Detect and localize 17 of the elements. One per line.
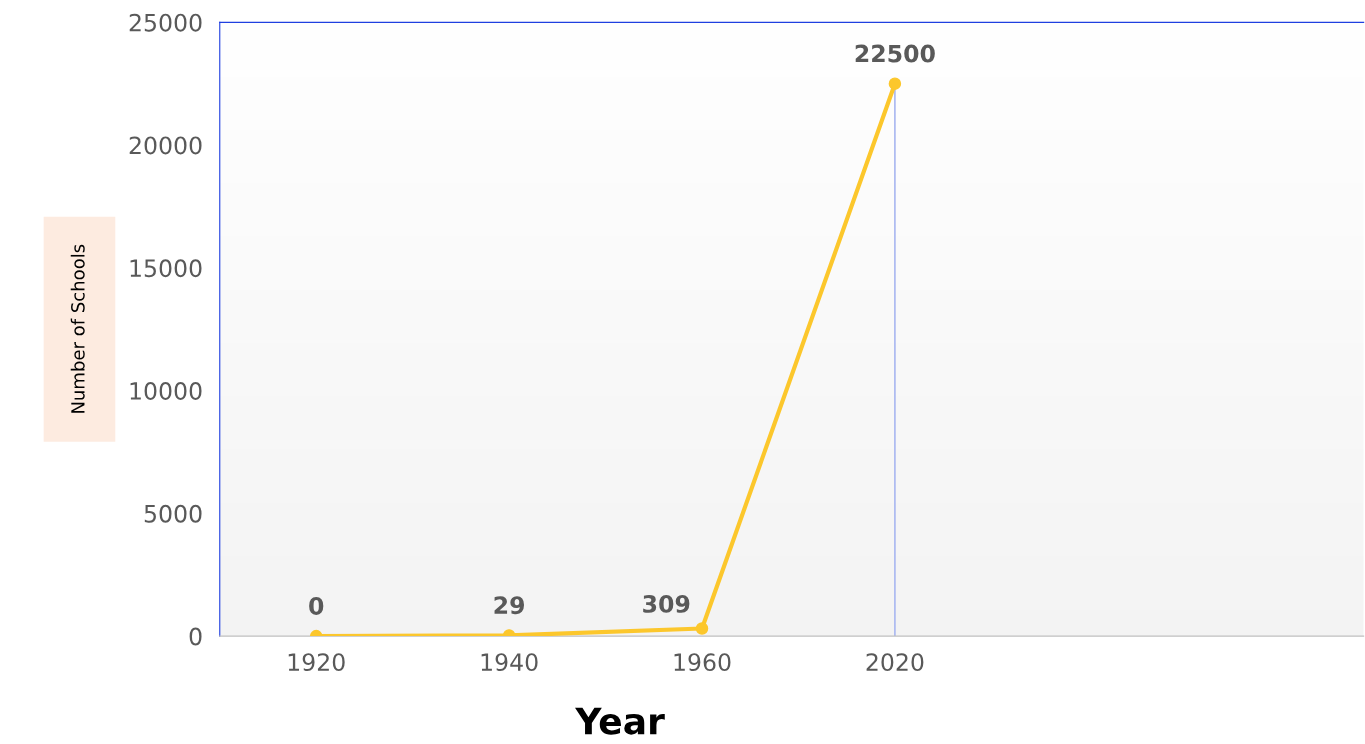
x-tick-label: 1920 [288,653,345,672]
y-axis-title: Number of Schools [70,244,85,413]
data-label: 0 [309,597,324,615]
x-axis-title: Year [575,707,665,735]
x-tick-label: 1960 [674,653,731,672]
y-tick-label: 5000 [144,504,202,523]
data-label: 22500 [855,44,935,63]
point [888,77,902,90]
y-tick-label: 0 [189,627,202,646]
y-tick-label: 15000 [130,259,202,278]
x-tick-label: 2020 [866,653,924,672]
data-label: 309 [643,594,690,613]
y-tick-label: 10000 [130,382,202,400]
x-tick-label: 1940 [481,653,538,672]
data-label: 29 [494,596,525,615]
y-tick-label: 20000 [129,136,202,155]
y-tick-label: 25000 [129,13,202,32]
